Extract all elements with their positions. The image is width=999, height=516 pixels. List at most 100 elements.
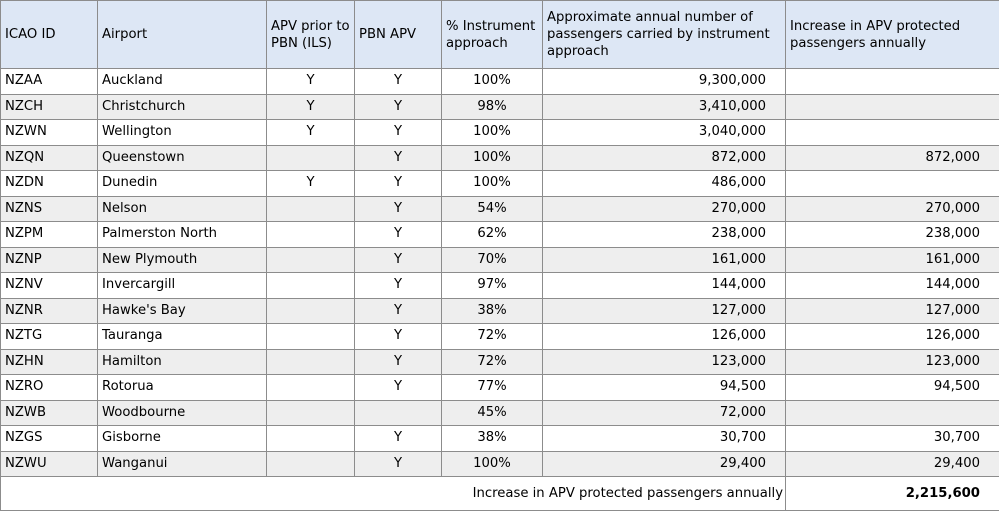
cell-airport: Rotorua xyxy=(97,374,267,401)
cell-increase-protected xyxy=(785,170,999,197)
cell-instrument-pct: 100% xyxy=(441,450,543,477)
table-row: NZWB Woodbourne 45% 72,000 xyxy=(0,399,999,426)
cell-instrument-pct: 100% xyxy=(441,68,543,95)
cell-icao-id: NZAA xyxy=(0,68,98,95)
cell-airport: Invercargill xyxy=(97,272,267,299)
cell-airport: Nelson xyxy=(97,195,267,222)
cell-instrument-pct: 98% xyxy=(441,93,543,120)
cell-increase-protected: 144,000 xyxy=(785,272,999,299)
cell-apv-prior xyxy=(266,348,355,375)
cell-instrument-pct: 100% xyxy=(441,170,543,197)
cell-pbn-apv: Y xyxy=(354,297,442,324)
cell-icao-id: NZHN xyxy=(0,348,98,375)
table-row: NZNP New Plymouth Y 70% 161,000 161,000 xyxy=(0,246,999,273)
cell-instrument-pct: 100% xyxy=(441,144,543,171)
cell-increase-protected: 161,000 xyxy=(785,246,999,273)
cell-instrument-pct: 100% xyxy=(441,119,543,146)
col-header-instrument-pct: % Instrument approach xyxy=(441,0,543,69)
cell-pbn-apv: Y xyxy=(354,323,442,350)
cell-increase-protected xyxy=(785,68,999,95)
cell-annual-passengers: 161,000 xyxy=(542,246,786,273)
cell-annual-passengers: 872,000 xyxy=(542,144,786,171)
cell-apv-prior xyxy=(266,399,355,426)
cell-airport: New Plymouth xyxy=(97,246,267,273)
cell-increase-protected: 123,000 xyxy=(785,348,999,375)
cell-pbn-apv: Y xyxy=(354,374,442,401)
table-row: NZNS Nelson Y 54% 270,000 270,000 xyxy=(0,195,999,222)
cell-increase-protected: 238,000 xyxy=(785,221,999,248)
col-header-increase-protected: Increase in APV protected passengers ann… xyxy=(785,0,999,69)
col-header-annual-passengers: Approximate annual number of passengers … xyxy=(542,0,786,69)
cell-icao-id: NZNR xyxy=(0,297,98,324)
cell-pbn-apv: Y xyxy=(354,144,442,171)
cell-airport: Auckland xyxy=(97,68,267,95)
cell-apv-prior xyxy=(266,374,355,401)
table-footer: Increase in APV protected passengers ann… xyxy=(0,476,999,511)
cell-apv-prior xyxy=(266,144,355,171)
cell-instrument-pct: 77% xyxy=(441,374,543,401)
cell-airport: Queenstown xyxy=(97,144,267,171)
cell-airport: Gisborne xyxy=(97,425,267,452)
cell-airport: Tauranga xyxy=(97,323,267,350)
cell-annual-passengers: 486,000 xyxy=(542,170,786,197)
cell-pbn-apv: Y xyxy=(354,68,442,95)
cell-airport: Woodbourne xyxy=(97,399,267,426)
cell-increase-protected: 872,000 xyxy=(785,144,999,171)
table-row: NZAA Auckland Y Y 100% 9,300,000 xyxy=(0,68,999,95)
cell-apv-prior: Y xyxy=(266,68,355,95)
cell-annual-passengers: 3,410,000 xyxy=(542,93,786,120)
col-header-apv-prior: APV prior to PBN (ILS) xyxy=(266,0,355,69)
table-row: NZPM Palmerston North Y 62% 238,000 238,000 xyxy=(0,221,999,248)
cell-airport: Wanganui xyxy=(97,450,267,477)
cell-airport: Christchurch xyxy=(97,93,267,120)
cell-annual-passengers: 3,040,000 xyxy=(542,119,786,146)
cell-pbn-apv: Y xyxy=(354,272,442,299)
cell-instrument-pct: 70% xyxy=(441,246,543,273)
cell-annual-passengers: 72,000 xyxy=(542,399,786,426)
cell-pbn-apv: Y xyxy=(354,246,442,273)
cell-apv-prior: Y xyxy=(266,93,355,120)
cell-annual-passengers: 123,000 xyxy=(542,348,786,375)
table-row: NZWU Wanganui Y 100% 29,400 29,400 xyxy=(0,450,999,477)
cell-pbn-apv xyxy=(354,399,442,426)
col-header-pbn-apv: PBN APV xyxy=(354,0,442,69)
cell-increase-protected: 94,500 xyxy=(785,374,999,401)
cell-icao-id: NZNV xyxy=(0,272,98,299)
table-header: ICAO ID Airport APV prior to PBN (ILS) P… xyxy=(0,0,999,69)
cell-icao-id: NZQN xyxy=(0,144,98,171)
cell-annual-passengers: 9,300,000 xyxy=(542,68,786,95)
cell-increase-protected: 270,000 xyxy=(785,195,999,222)
cell-icao-id: NZWN xyxy=(0,119,98,146)
cell-increase-protected xyxy=(785,399,999,426)
table-body: NZAA Auckland Y Y 100% 9,300,000 NZCH Christchu… xyxy=(0,68,999,477)
cell-increase-protected: 126,000 xyxy=(785,323,999,350)
footer-row: Increase in APV protected passengers ann… xyxy=(0,476,999,511)
cell-annual-passengers: 270,000 xyxy=(542,195,786,222)
cell-icao-id: NZTG xyxy=(0,323,98,350)
table-row: NZWN Wellington Y Y 100% 3,040,000 xyxy=(0,119,999,146)
footer-total: 2,215,600 xyxy=(785,476,999,511)
cell-icao-id: NZPM xyxy=(0,221,98,248)
cell-instrument-pct: 72% xyxy=(441,348,543,375)
cell-increase-protected: 29,400 xyxy=(785,450,999,477)
cell-annual-passengers: 29,400 xyxy=(542,450,786,477)
cell-instrument-pct: 38% xyxy=(441,297,543,324)
cell-pbn-apv: Y xyxy=(354,93,442,120)
table-row: NZNR Hawke's Bay Y 38% 127,000 127,000 xyxy=(0,297,999,324)
cell-apv-prior xyxy=(266,323,355,350)
cell-apv-prior xyxy=(266,221,355,248)
cell-increase-protected xyxy=(785,119,999,146)
col-header-airport: Airport xyxy=(97,0,267,69)
cell-pbn-apv: Y xyxy=(354,425,442,452)
cell-apv-prior: Y xyxy=(266,170,355,197)
cell-increase-protected: 127,000 xyxy=(785,297,999,324)
cell-icao-id: NZWU xyxy=(0,450,98,477)
cell-icao-id: NZGS xyxy=(0,425,98,452)
cell-pbn-apv: Y xyxy=(354,195,442,222)
cell-apv-prior xyxy=(266,195,355,222)
cell-annual-passengers: 127,000 xyxy=(542,297,786,324)
cell-instrument-pct: 38% xyxy=(441,425,543,452)
cell-icao-id: NZNS xyxy=(0,195,98,222)
col-header-icao-id: ICAO ID xyxy=(0,0,98,69)
